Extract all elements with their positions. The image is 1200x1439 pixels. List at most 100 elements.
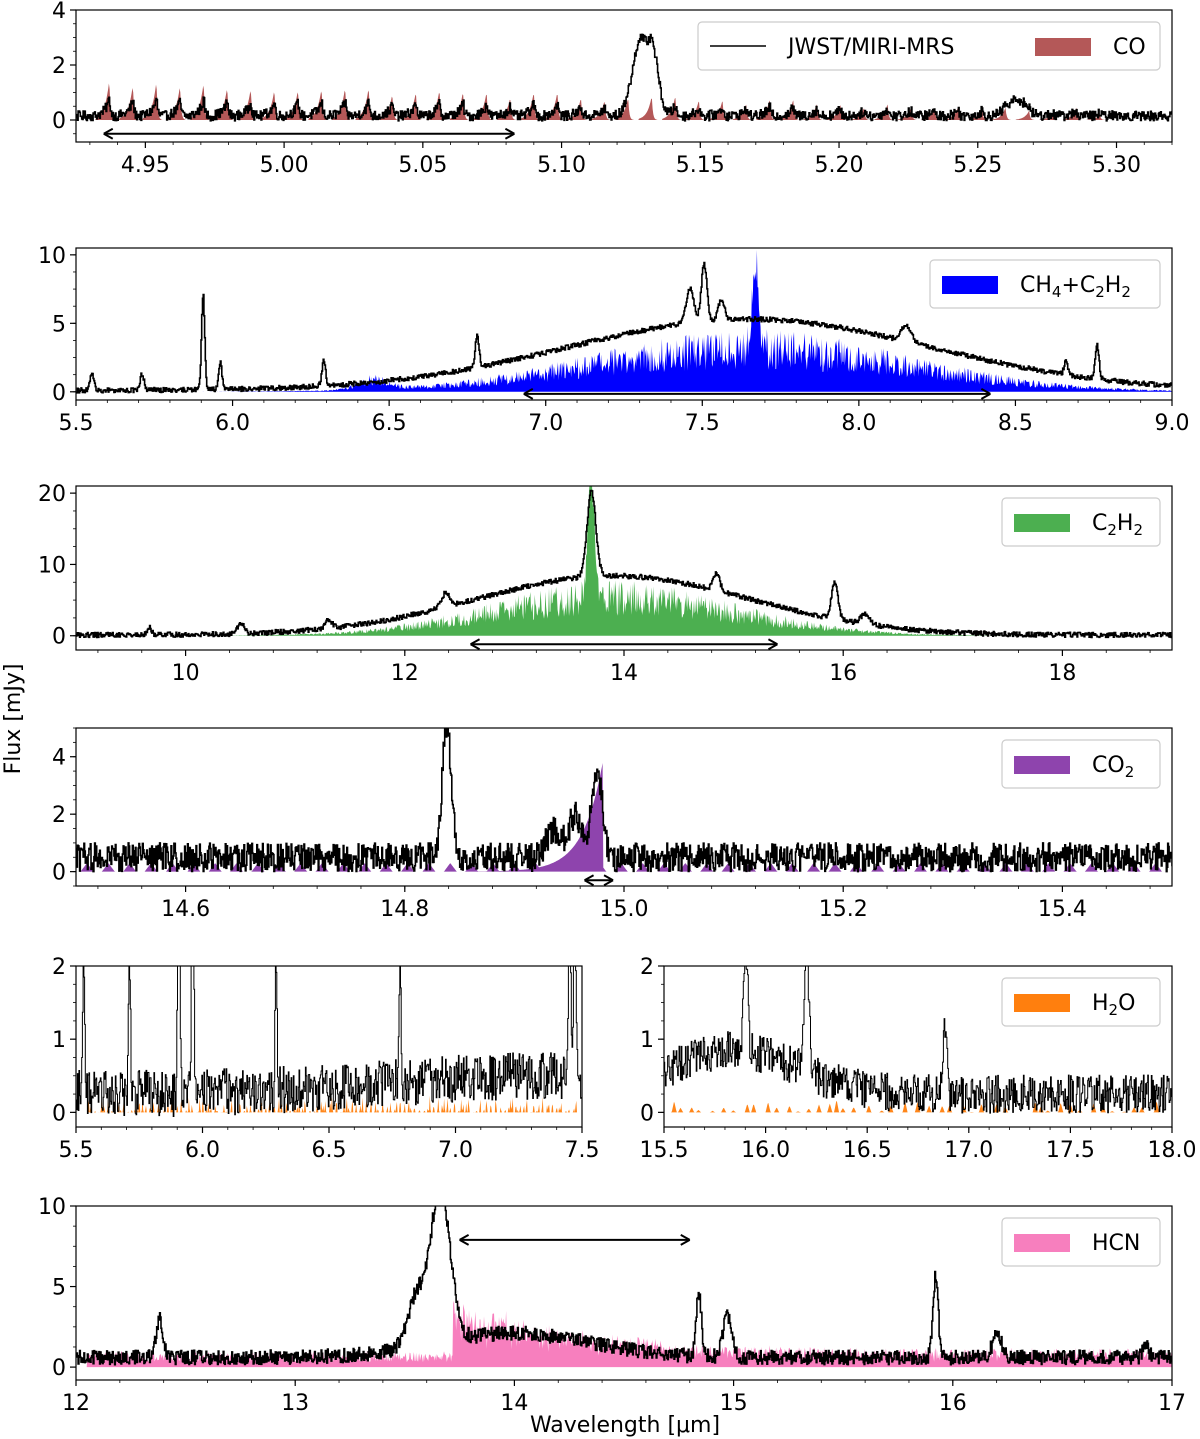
x-tick-label: 5.20 xyxy=(815,153,864,178)
axes-frame-h2o-b xyxy=(663,965,1173,1128)
observed-spectrum-hcn xyxy=(76,1206,1172,1366)
y-tick-label: 2 xyxy=(52,955,66,980)
x-tick-label: 12 xyxy=(391,661,419,686)
plot-area-co2 xyxy=(76,728,1172,873)
legend-label: CH4+C2H2 xyxy=(1020,273,1131,301)
range-arrow-head-right xyxy=(603,874,614,887)
range-arrow-head-left xyxy=(523,387,534,400)
x-tick-label: 15.5 xyxy=(640,1138,689,1163)
range-arrow-head-left xyxy=(459,1233,470,1246)
panel-h2o-b: 15.5 16.0 16.5 17.0 17.5 18.0 0 1 2 H2O xyxy=(640,955,1197,1163)
legend-co: JWST/MIRI-MRS CO xyxy=(697,21,1161,71)
x-tick-label: 14.6 xyxy=(161,897,210,922)
range-arrow-head-right xyxy=(980,387,991,400)
legend-box xyxy=(1001,977,1161,1027)
plot-area-hcn xyxy=(76,1206,1172,1368)
y-axis-label: Flux [mJy] xyxy=(1,664,26,775)
y-tick-label: 10 xyxy=(38,1195,66,1220)
x-tick-label: 5.25 xyxy=(953,153,1002,178)
legend-entry: CH4+C2H2 xyxy=(942,273,1131,301)
x-tick-label: 6.0 xyxy=(185,1138,220,1163)
panel-h2o-a: 5.5 6.0 6.5 7.0 7.5 0 1 2 xyxy=(52,955,600,1163)
model-c2h2 xyxy=(76,486,1172,636)
x-tick-label: 16 xyxy=(939,1391,967,1416)
x-tick-label: 8.5 xyxy=(998,411,1033,436)
y-tick-label: 0 xyxy=(52,109,66,134)
x-tick-label: 18.0 xyxy=(1148,1138,1197,1163)
legend-box xyxy=(1001,739,1161,789)
legend-entry: CO xyxy=(1035,35,1146,60)
x-tick-label: 7.5 xyxy=(685,411,720,436)
plot-area-h2o-a xyxy=(76,966,582,1117)
range-arrow-head-left xyxy=(584,874,595,887)
plot-area-c2h2 xyxy=(76,486,1172,639)
range-arrow-head-left xyxy=(470,638,481,651)
panel-co2: 14.6 14.8 15.0 15.2 15.4 0 2 4 CO2 xyxy=(52,727,1173,922)
x-tick-label: 15 xyxy=(720,1391,748,1416)
x-tick-label: 13 xyxy=(281,1391,309,1416)
y-tick-label: 2 xyxy=(640,955,654,980)
y-tick-label: 0 xyxy=(52,1101,66,1126)
legend-entry: H2O xyxy=(1014,991,1135,1019)
x-axis-label: Wavelength [μm] xyxy=(530,1413,720,1438)
plot-area-co xyxy=(76,33,1172,122)
y-tick-label: 4 xyxy=(52,0,66,24)
y-tick-label: 4 xyxy=(52,746,66,771)
observed-spectrum-h2o-a xyxy=(76,966,582,1117)
y-tick-label: 2 xyxy=(52,803,66,828)
legend-box xyxy=(1001,1217,1161,1267)
legend-box xyxy=(697,21,1161,71)
x-tick-label: 5.10 xyxy=(537,153,586,178)
range-arrow-head-right xyxy=(767,638,778,651)
panel-hcn: 12 13 14 15 16 17 0 5 10 HCN xyxy=(38,1195,1186,1416)
x-tick-label: 17.5 xyxy=(1046,1138,1095,1163)
x-tick-label: 5.5 xyxy=(59,1138,94,1163)
model-co xyxy=(76,83,1172,120)
y-tick-label: 0 xyxy=(52,861,66,886)
x-tick-label: 16.0 xyxy=(741,1138,790,1163)
legend-patch-swatch xyxy=(1035,38,1091,56)
model-fill-ch4c2h2 xyxy=(76,249,1172,392)
x-tick-label: 6.0 xyxy=(215,411,250,436)
legend-entry: JWST/MIRI-MRS xyxy=(710,35,954,60)
range-arrow-head-right xyxy=(504,127,515,140)
legend-co2: CO2 xyxy=(1001,739,1161,789)
x-tick-label: 15.4 xyxy=(1038,897,1087,922)
y-tick-label: 1 xyxy=(640,1028,654,1053)
legend-label: CO2 xyxy=(1092,753,1134,781)
observed-spectrum-c2h2 xyxy=(76,489,1172,639)
y-tick-label: 0 xyxy=(52,625,66,650)
legend-box xyxy=(1001,497,1161,547)
model-fill-c2h2 xyxy=(76,486,1172,636)
x-tick-label: 5.15 xyxy=(676,153,725,178)
legend-label: CO xyxy=(1113,35,1146,60)
axes-frame-hcn xyxy=(75,1205,1173,1381)
x-tick-label: 15.0 xyxy=(600,897,649,922)
x-tick-label: 17.0 xyxy=(944,1138,993,1163)
y-tick-label: 0 xyxy=(640,1101,654,1126)
panel-c2h2: 10 12 14 16 18 0 10 20 C2H2 xyxy=(38,482,1173,686)
range-arrow-co xyxy=(103,127,515,140)
observed-spectrum-ch4c2h2 xyxy=(76,261,1172,394)
x-tick-label: 16.5 xyxy=(843,1138,892,1163)
legend-patch-swatch xyxy=(1014,514,1070,532)
plot-area-h2o-b xyxy=(664,966,1172,1114)
x-tick-label: 17 xyxy=(1158,1391,1186,1416)
model-ch4c2h2 xyxy=(76,249,1172,392)
plot-area-ch4c2h2 xyxy=(76,249,1172,394)
model-fill-co xyxy=(76,83,1172,120)
x-tick-label: 18 xyxy=(1048,661,1076,686)
panel-ch4c2h2: 5.5 6.0 6.5 7.0 7.5 8.0 8.5 9.0 0 5 10 CH4+C2H2 xyxy=(38,244,1190,436)
x-tick-label: 7.0 xyxy=(438,1138,473,1163)
y-tick-label: 10 xyxy=(38,553,66,578)
range-arrow-hcn xyxy=(459,1233,691,1246)
legend-patch-swatch xyxy=(942,276,998,294)
x-tick-label: 5.30 xyxy=(1092,153,1141,178)
y-tick-label: 0 xyxy=(52,1356,66,1381)
x-tick-label: 5.00 xyxy=(260,153,309,178)
range-arrow-head-left xyxy=(103,127,114,140)
x-tick-label: 16 xyxy=(829,661,857,686)
x-tick-label: 14.8 xyxy=(380,897,429,922)
y-tick-label: 20 xyxy=(38,482,66,507)
